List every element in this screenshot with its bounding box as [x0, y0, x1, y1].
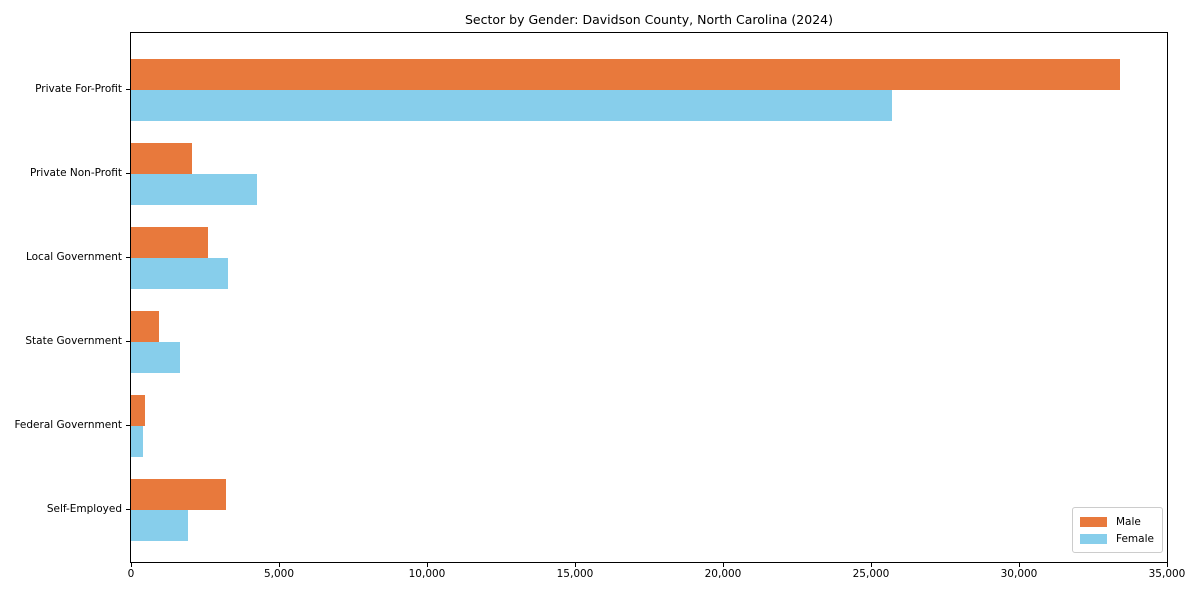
y-tick-label-2: Local Government — [25, 251, 122, 263]
x-tick-mark-2 — [427, 563, 428, 567]
y-tick-mark-3 — [126, 341, 130, 342]
y-tick-mark-2 — [126, 257, 130, 258]
y-tick-label-1: Private Non-Profit — [29, 167, 122, 179]
legend-entry-female: Female — [1080, 533, 1155, 545]
bar-male-4 — [131, 395, 146, 426]
bar-female-2 — [131, 258, 228, 289]
bar-female-1 — [131, 174, 257, 205]
plot-area — [130, 32, 1168, 563]
y-tick-label-5: Self-Employed — [46, 503, 122, 515]
x-tick-label-6: 30,000 — [1000, 568, 1038, 580]
x-tick-label-0: 0 — [127, 568, 135, 580]
x-tick-mark-5 — [871, 563, 872, 567]
x-tick-label-5: 25,000 — [852, 568, 890, 580]
x-tick-mark-0 — [131, 563, 132, 567]
x-tick-label-4: 20,000 — [704, 568, 742, 580]
bar-male-2 — [131, 227, 208, 258]
y-tick-mark-1 — [126, 173, 130, 174]
bar-male-0 — [131, 59, 1120, 90]
bar-male-3 — [131, 311, 159, 342]
y-tick-mark-4 — [126, 425, 130, 426]
bar-female-3 — [131, 342, 180, 373]
bar-female-0 — [131, 90, 892, 121]
y-tick-mark-5 — [126, 509, 130, 510]
bar-male-5 — [131, 479, 226, 510]
chart-title: Sector by Gender: Davidson County, North… — [464, 12, 833, 27]
y-tick-label-3: State Government — [25, 335, 122, 347]
bar-female-4 — [131, 426, 144, 457]
legend-label-female: Female — [1116, 532, 1154, 545]
x-tick-label-2: 10,000 — [408, 568, 446, 580]
legend: Male Female — [1072, 507, 1163, 553]
x-tick-mark-4 — [723, 563, 724, 567]
legend-entry-male: Male — [1080, 516, 1155, 528]
x-tick-mark-1 — [279, 563, 280, 567]
legend-swatch-female — [1080, 533, 1107, 544]
x-tick-mark-7 — [1167, 563, 1168, 567]
bar-male-1 — [131, 143, 192, 174]
x-tick-label-7: 35,000 — [1148, 568, 1186, 580]
bar-female-5 — [131, 510, 188, 541]
x-tick-label-3: 15,000 — [556, 568, 594, 580]
x-tick-label-1: 5,000 — [263, 568, 295, 580]
x-tick-mark-3 — [575, 563, 576, 567]
y-tick-mark-0 — [126, 89, 130, 90]
legend-label-male: Male — [1116, 515, 1141, 528]
x-tick-mark-6 — [1019, 563, 1020, 567]
y-tick-label-0: Private For-Profit — [35, 83, 122, 95]
y-tick-label-4: Federal Government — [14, 419, 122, 431]
legend-swatch-male — [1080, 516, 1107, 527]
